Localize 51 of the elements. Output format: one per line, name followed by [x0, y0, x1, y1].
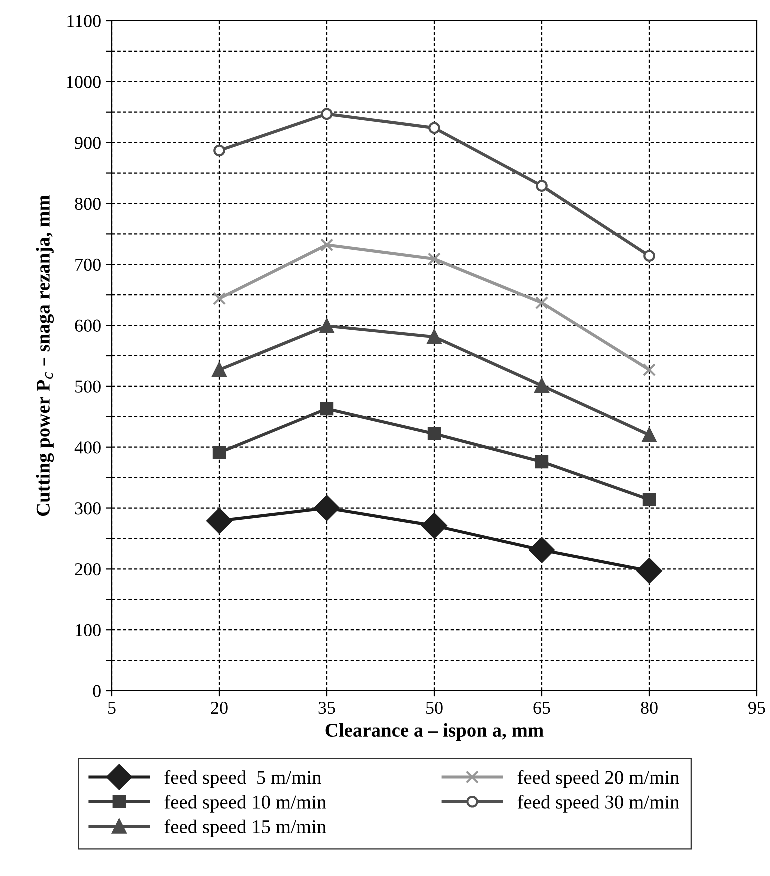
- y-tick-label: 800: [75, 198, 101, 210]
- point: [636, 558, 662, 584]
- point: [422, 513, 448, 539]
- legend-label: feed speed 10 m/min: [164, 795, 326, 813]
- y-tick-label: 100: [76, 624, 101, 637]
- x-tick-label: 65: [534, 702, 550, 714]
- x-tick-label: 50: [426, 702, 443, 714]
- point: [320, 318, 334, 334]
- point: [644, 250, 656, 262]
- point: [642, 493, 656, 506]
- y-tick-label: 1100: [68, 15, 101, 28]
- point: [214, 144, 226, 157]
- point: [534, 378, 550, 394]
- x-tick-label: 35: [318, 702, 336, 714]
- point: [642, 428, 657, 442]
- y-axis-title: Cutting power P$_{c}$ – snaga rezanja, mm: [36, 195, 54, 516]
- legend-label: feed speed 20 m/min: [518, 770, 680, 788]
- y-tick-label: 200: [75, 563, 101, 576]
- legend-label: feed speed 5 m/min: [164, 770, 322, 788]
- point: [428, 122, 440, 134]
- point: [320, 402, 334, 416]
- point: [536, 180, 548, 192]
- point: [206, 508, 232, 534]
- legend-label: feed speed 30 m/min: [518, 795, 680, 813]
- x-tick-label: 5: [108, 702, 116, 714]
- point: [212, 292, 226, 306]
- x-tick-label: 20: [211, 702, 228, 714]
- x-axis-title: Clearance a – ispon a, mm: [326, 723, 544, 741]
- point: [212, 362, 227, 378]
- point: [427, 330, 442, 344]
- point: [428, 252, 442, 266]
- y-tick-label: 0: [93, 685, 101, 698]
- point: [642, 363, 656, 377]
- legend-label: feed speed 15 m/min: [164, 820, 326, 838]
- point: [321, 108, 333, 120]
- x-tick-label: 95: [748, 702, 766, 714]
- y-tick-label: 700: [76, 258, 101, 272]
- point: [314, 495, 340, 522]
- y-tick-label: 500: [76, 380, 101, 393]
- point: [535, 455, 549, 469]
- y-tick-label: 900: [75, 137, 101, 150]
- y-tick-label: 400: [74, 442, 101, 454]
- point: [212, 446, 226, 460]
- point: [535, 296, 549, 310]
- y-tick-label: 1000: [67, 76, 101, 88]
- point: [320, 238, 334, 252]
- y-tick-label: 300: [75, 502, 101, 515]
- y-tick-label: 600: [75, 320, 101, 332]
- point: [529, 537, 555, 564]
- point: [428, 427, 442, 441]
- x-tick-label: 80: [641, 702, 658, 714]
